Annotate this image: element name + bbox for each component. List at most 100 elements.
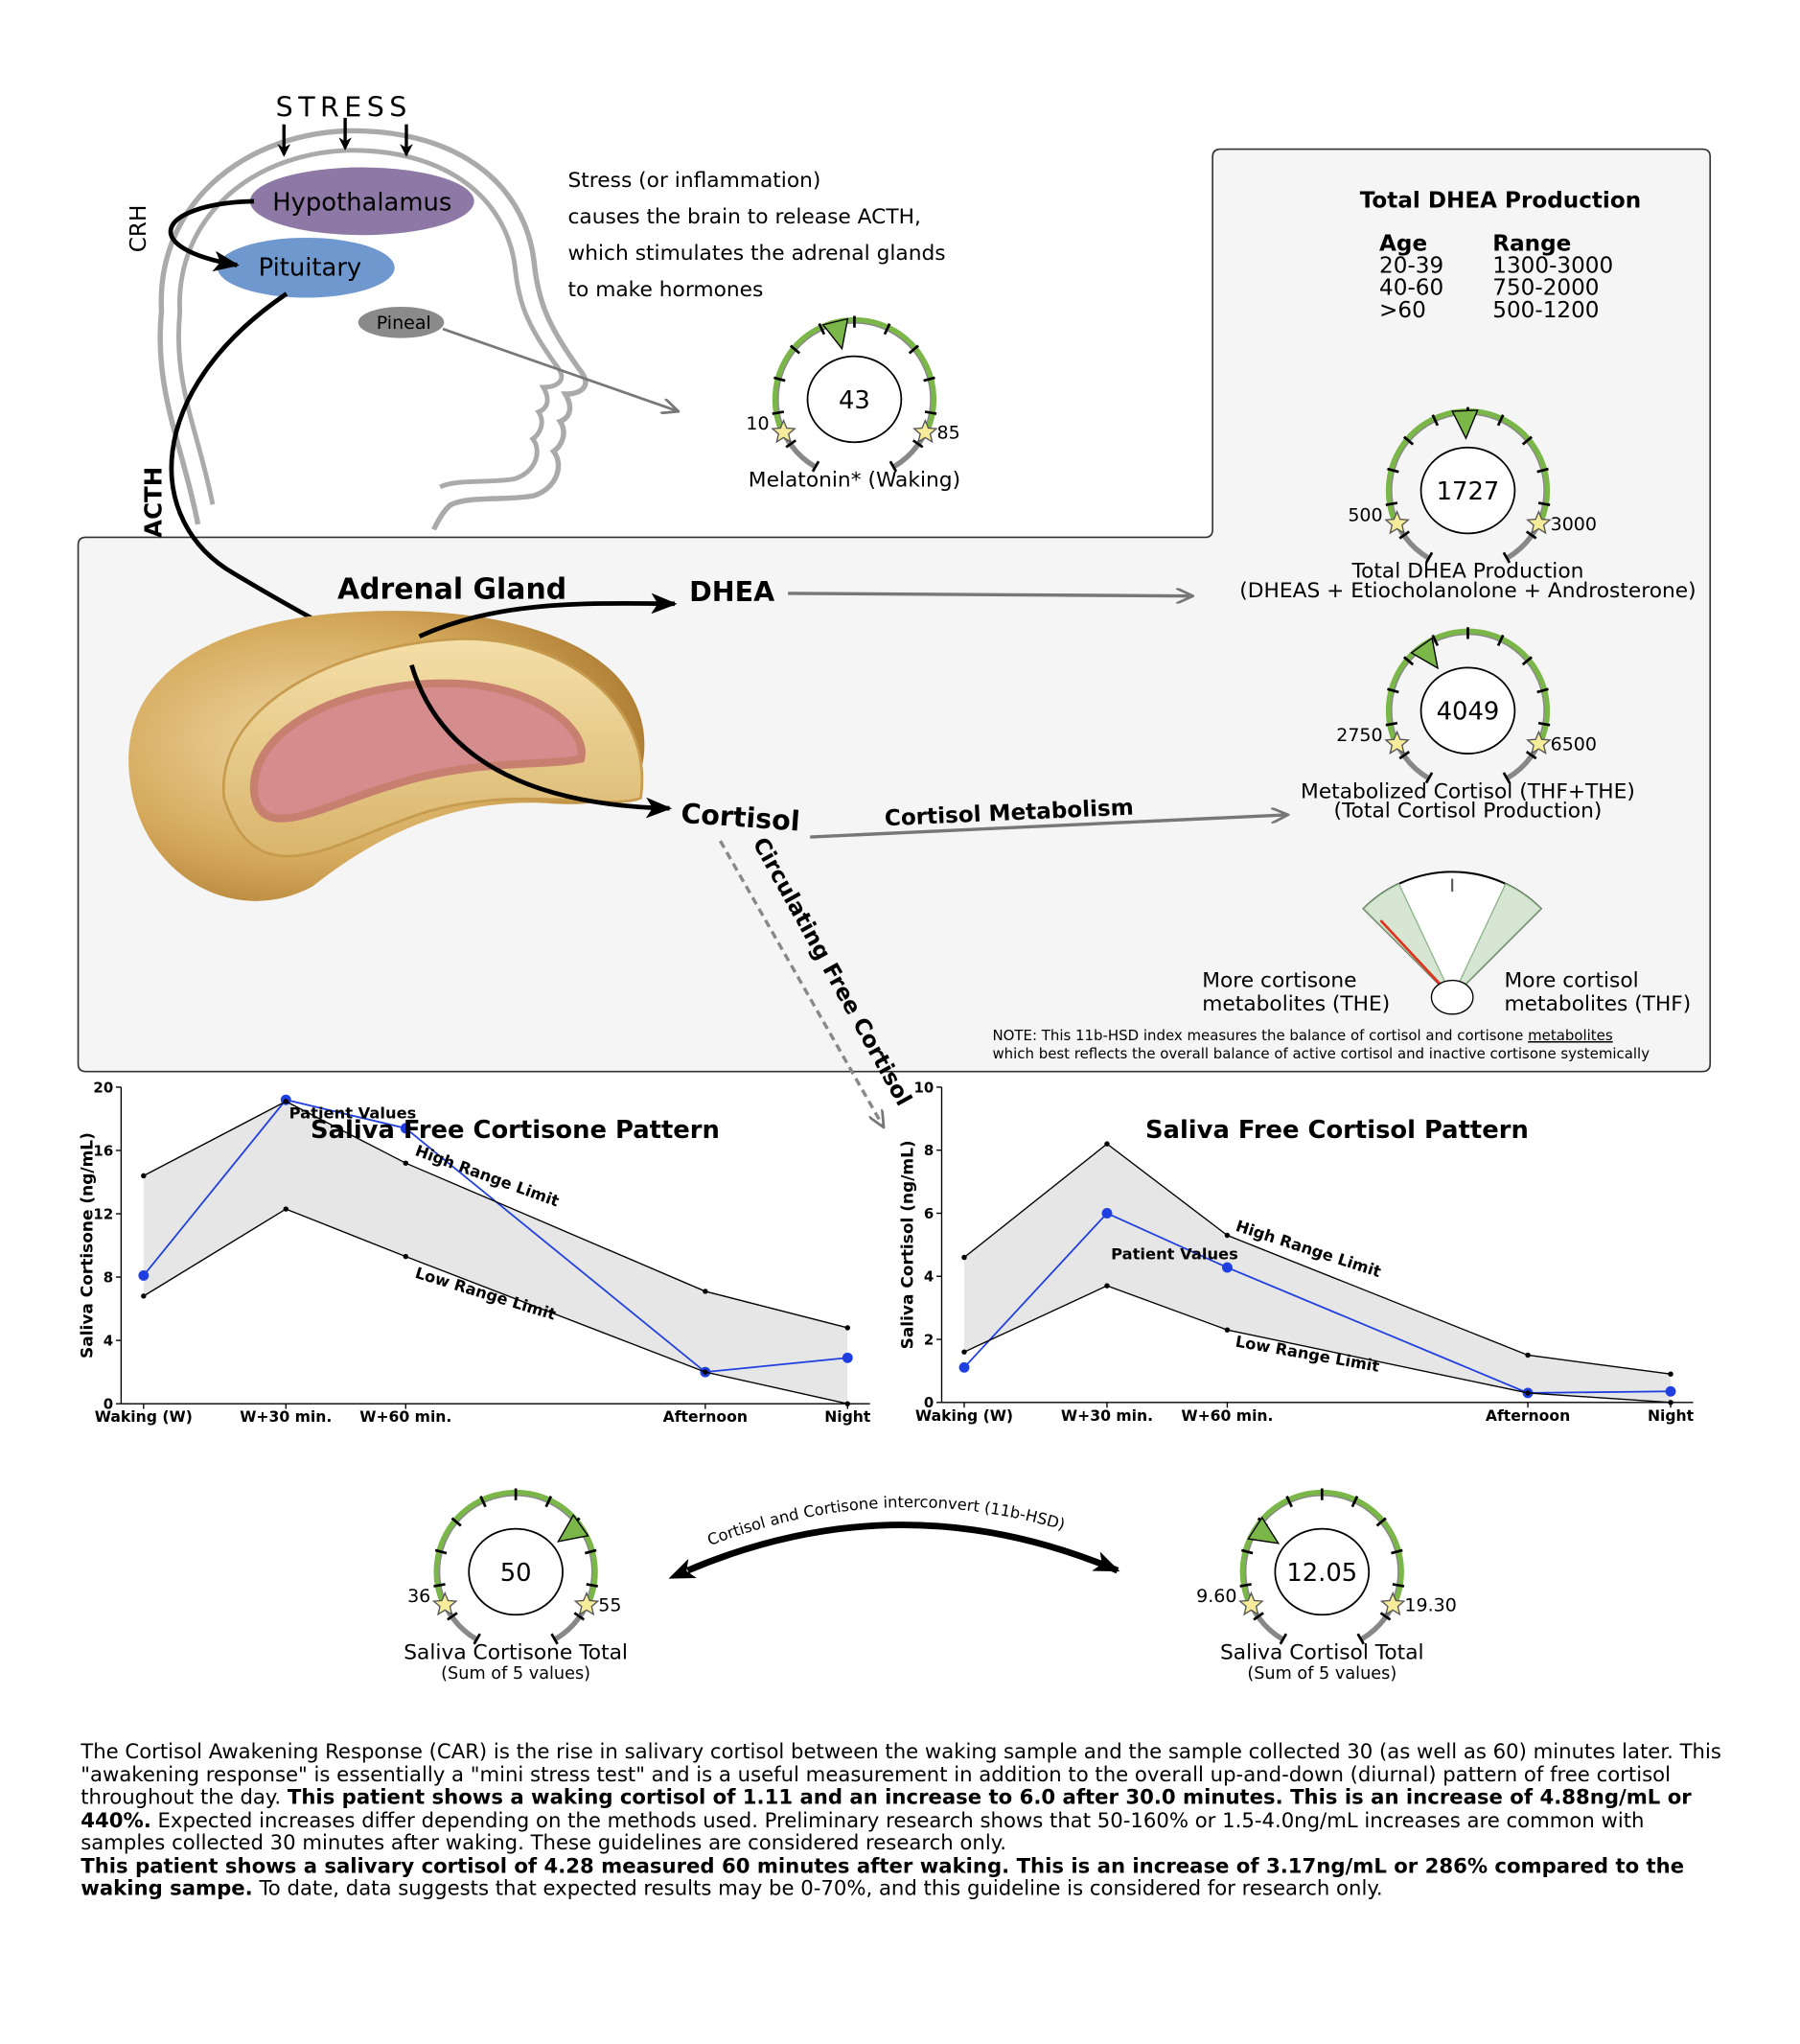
text: To date, data suggests that expected res… <box>252 1876 1383 1900</box>
gauge-high-star <box>912 418 938 444</box>
brain-description: Stress (or inflammation) causes the brain… <box>567 169 945 302</box>
gauge-tick <box>908 344 919 355</box>
index-left-label: More cortisone <box>1202 968 1356 992</box>
chart-title: Saliva Free Cortisone Pattern <box>311 1116 720 1145</box>
gauge-label: Saliva Cortisone Total <box>404 1641 628 1665</box>
table-cell: 500-1200 <box>1492 298 1599 323</box>
stress-arrows <box>277 117 413 157</box>
gauge-tick <box>1398 530 1411 540</box>
data-point <box>1222 1262 1233 1273</box>
gauge-high-label: 19.30 <box>1404 1595 1456 1616</box>
text: Expected increases differ depending on t… <box>81 1808 1645 1855</box>
gauge-pointer <box>821 317 849 351</box>
gauge-tick <box>1392 1583 1405 1588</box>
gauge-low-label: 9.60 <box>1196 1586 1236 1607</box>
bold-text: This patient shows a waking cortisol of … <box>81 1785 1692 1832</box>
gauge-pointer <box>1451 409 1479 440</box>
table-header: Range <box>1492 232 1571 257</box>
data-point <box>703 1369 708 1375</box>
gauge-tick <box>1496 634 1505 647</box>
y-tick-label: 4 <box>104 1333 113 1350</box>
gauge-tick <box>1496 414 1505 427</box>
data-point <box>403 1253 409 1260</box>
dhea-arrow <box>418 592 678 639</box>
gauge-tick <box>1391 1548 1403 1555</box>
y-tick-label: 8 <box>924 1142 934 1159</box>
gauge-tick <box>1387 467 1399 474</box>
gauge-tick <box>1240 1548 1254 1555</box>
table-cell: 40-60 <box>1379 276 1443 301</box>
gauge-tick <box>1350 1496 1359 1508</box>
gauge-label: Metabolized Cortisol (THF+THE) <box>1301 779 1635 803</box>
gauge-low-star <box>431 1591 458 1616</box>
gauge-tick <box>912 439 924 449</box>
gauge-tick <box>433 1583 446 1588</box>
gauge-tick <box>1402 656 1415 666</box>
gauge-high-label: 3000 <box>1551 514 1597 535</box>
gauge-low-label: 10 <box>746 413 769 434</box>
gauge-low-label: 500 <box>1348 504 1382 525</box>
text: The Cortisol Awakening Response (CAR) is… <box>81 1741 1721 1809</box>
data-point <box>1104 1283 1110 1289</box>
gauge-label: Total DHEA Production <box>1351 560 1584 584</box>
x-tick-label: W+30 min. <box>1061 1407 1153 1425</box>
pituitary-shape <box>217 237 395 298</box>
gauge-low-star <box>1238 1591 1264 1616</box>
y-tick-label: 0 <box>104 1396 113 1413</box>
data-point <box>1224 1327 1231 1333</box>
gauge-tick <box>1424 772 1434 784</box>
metabolism-arrow <box>810 815 1286 839</box>
gauge-tick <box>923 376 935 383</box>
y-tick-label: 16 <box>93 1142 113 1159</box>
gauge-tick <box>1525 530 1537 540</box>
gauge-tick <box>1521 435 1533 446</box>
gauge-sublabel: (Sum of 5 values) <box>1247 1664 1396 1684</box>
pineal-shape <box>358 306 445 338</box>
gauge-high-label: 55 <box>598 1595 621 1616</box>
paragraph: The Cortisol Awakening Response (CAR) is… <box>81 1741 1724 1855</box>
gauge-value: 43 <box>839 386 870 415</box>
gauge-high-star <box>573 1591 600 1616</box>
chart-title: Saliva Free Cortisol Pattern <box>1145 1116 1529 1145</box>
gauge-tick <box>1356 1633 1365 1645</box>
interconvert-arrow <box>668 1521 1120 1579</box>
gauge-tick <box>586 1583 599 1588</box>
data-point <box>961 1254 967 1261</box>
gauge-value: 50 <box>500 1559 532 1588</box>
data-point <box>1525 1390 1531 1396</box>
data-point <box>1665 1385 1676 1397</box>
gauge-tick <box>888 460 898 473</box>
gauge-pointer <box>1410 637 1439 670</box>
stress-label: STRESS <box>276 92 412 124</box>
gauge-tick <box>584 1548 597 1555</box>
gauge-tick <box>1279 1633 1288 1645</box>
y-tick-label: 0 <box>924 1394 934 1411</box>
gauge-face <box>1274 1527 1371 1616</box>
y-tick-label: 4 <box>924 1268 934 1286</box>
x-tick-label: Waking (W) <box>95 1408 193 1426</box>
data-point <box>844 1325 851 1331</box>
y-tick-label: 6 <box>924 1205 934 1222</box>
x-tick-label: W+60 min. <box>1181 1407 1273 1425</box>
data-point <box>1525 1352 1531 1359</box>
data-point <box>1101 1208 1113 1219</box>
data-point <box>283 1099 288 1104</box>
gauge-tick <box>924 410 937 415</box>
gauge-high-star <box>1526 510 1552 535</box>
x-tick-label: Afternoon <box>1486 1407 1570 1425</box>
index-right-label: More cortisol <box>1505 968 1639 992</box>
gauge-tick <box>1536 467 1549 474</box>
index-note: NOTE: This 11b-HSD index measures the ba… <box>992 1027 1650 1062</box>
gauge-face <box>468 1527 564 1616</box>
table-cell: 750-2000 <box>1492 276 1599 301</box>
data-point <box>1668 1400 1673 1405</box>
data-point <box>1668 1371 1673 1377</box>
y-tick-label: 10 <box>914 1079 935 1096</box>
table-header: Age <box>1379 232 1427 257</box>
gauge-tick <box>785 439 796 449</box>
circulating-arrow <box>718 840 883 1127</box>
description-line: to make hormones <box>567 278 763 302</box>
gauge-tick <box>1536 687 1549 694</box>
pituitary-label: Pituitary <box>259 253 362 282</box>
